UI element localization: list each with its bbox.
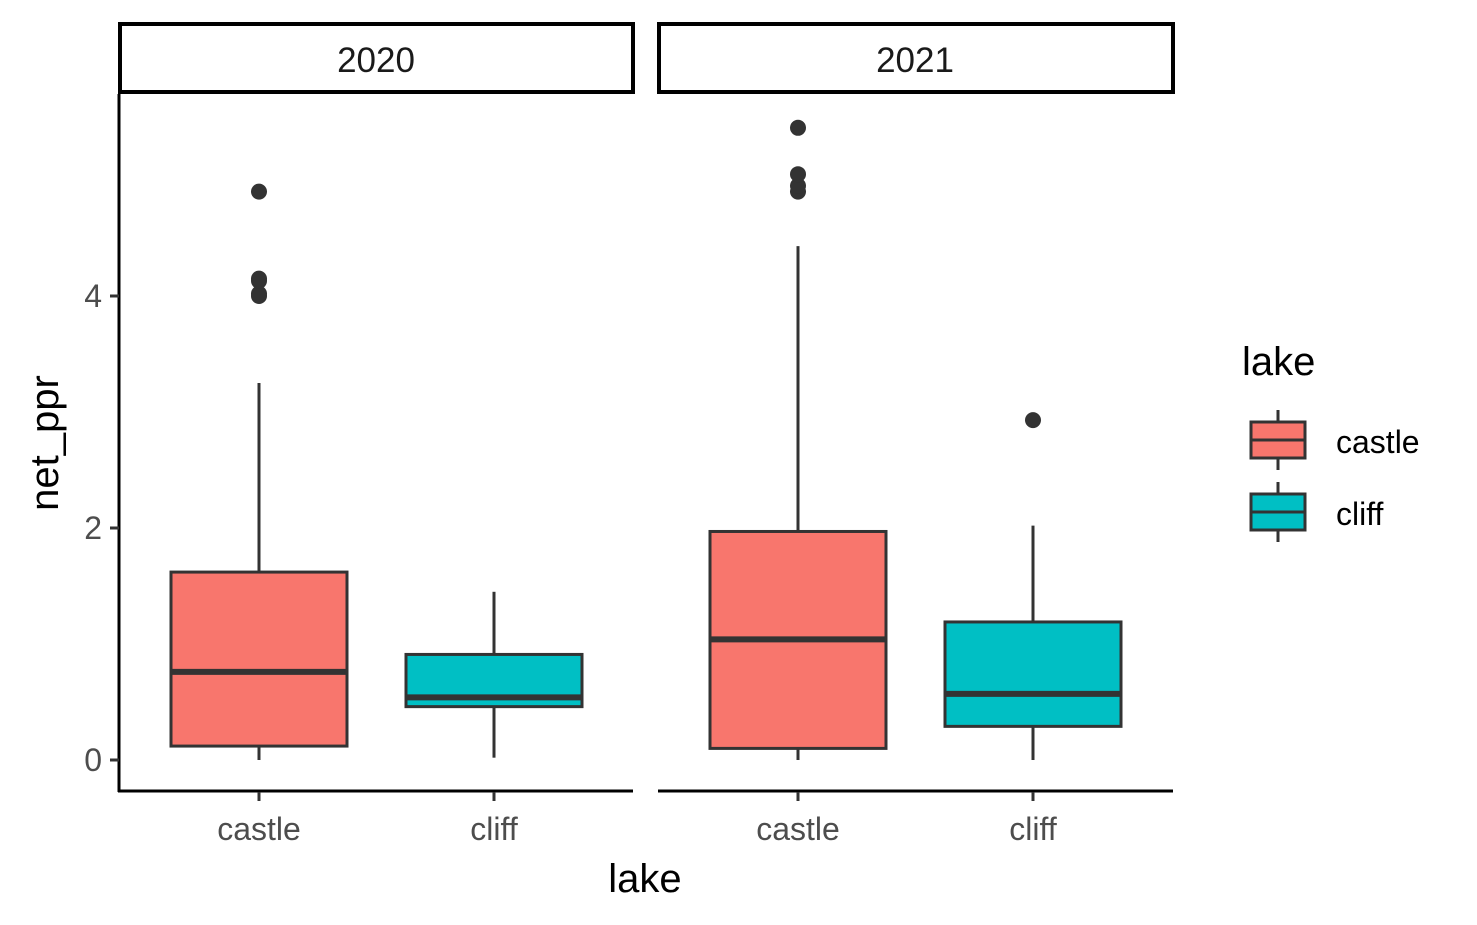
outlier-point: [251, 183, 267, 200]
legend-label-cliff: cliff: [1336, 496, 1384, 532]
x-axis-ticks: castle cliff castle cliff: [217, 792, 1057, 847]
legend: lake castle cliff: [1242, 340, 1420, 542]
outlier-point: [1025, 412, 1041, 429]
outlier-point: [790, 119, 806, 136]
x-tick-label: cliff: [1009, 811, 1057, 847]
panel-2020: [169, 183, 584, 760]
facet-strip-label: 2020: [337, 41, 415, 80]
legend-title: lake: [1242, 340, 1315, 384]
y-tick-label: 4: [84, 278, 102, 314]
x-tick-label: castle: [756, 811, 840, 847]
x-tick-label: castle: [217, 811, 301, 847]
y-axis-ticks: 0 2 4: [84, 278, 119, 778]
legend-key-cliff: [1249, 482, 1307, 542]
panel-2021: [708, 119, 1123, 760]
facet-strip-2020: 2020: [118, 22, 635, 94]
x-axis-title: lake: [608, 857, 681, 901]
box-castle: [169, 570, 349, 748]
outlier-point: [790, 166, 806, 183]
outlier-point: [790, 177, 806, 194]
legend-key-castle: [1249, 410, 1307, 470]
y-tick-label: 0: [84, 742, 102, 778]
box-cliff: [943, 620, 1123, 728]
facet-strip-2021: 2021: [657, 22, 1175, 94]
legend-label-castle: castle: [1336, 424, 1420, 460]
outlier-point: [251, 285, 267, 302]
facet-strip-label: 2021: [876, 41, 954, 80]
y-tick-label: 2: [84, 510, 102, 546]
x-tick-label: cliff: [470, 811, 518, 847]
y-axis-title: net_ppr: [23, 375, 67, 511]
outlier-point: [251, 270, 267, 287]
